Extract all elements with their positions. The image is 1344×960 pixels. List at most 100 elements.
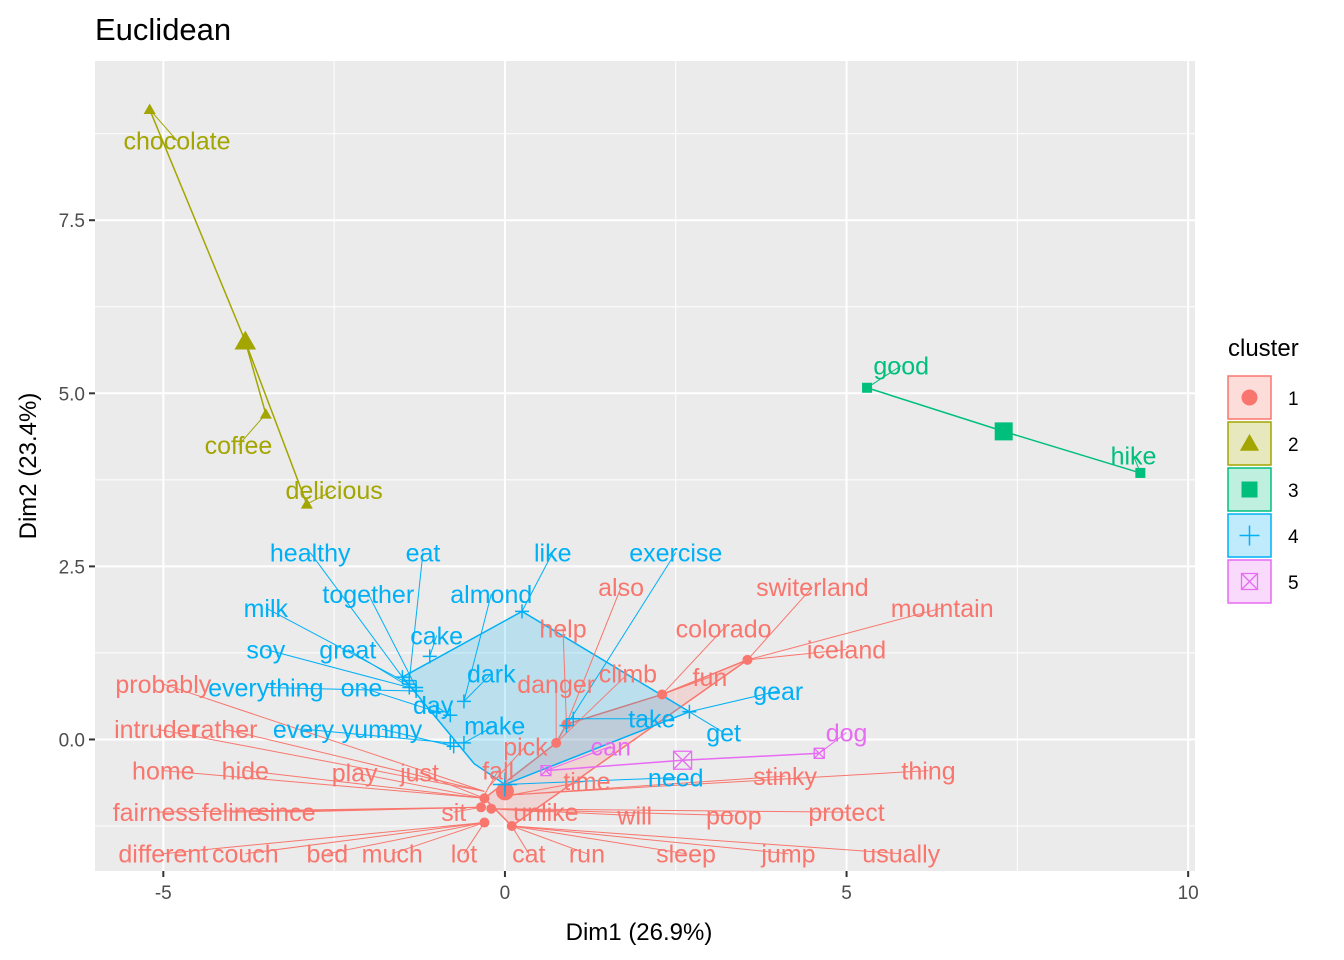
data-points	[143, 103, 1146, 831]
point-label: cake	[410, 623, 463, 651]
point-label: dog	[826, 720, 868, 748]
point-marker	[443, 735, 458, 750]
point-marker	[682, 704, 697, 719]
point-label: fun	[693, 664, 728, 692]
label-connector	[545, 745, 612, 772]
point-label: day	[413, 692, 454, 720]
point-label: healthy	[270, 540, 351, 568]
point-label: play	[332, 760, 378, 788]
label-connector	[562, 628, 567, 725]
cluster-3-center	[994, 422, 1013, 441]
point-label: stinky	[753, 763, 817, 791]
point-label: take	[628, 706, 675, 734]
x-tick-label: -5	[155, 883, 172, 904]
point-label: chocolate	[123, 128, 230, 156]
label-connector	[265, 607, 410, 685]
point-label: coffee	[205, 432, 273, 460]
point-marker	[540, 764, 552, 777]
point-marker	[456, 694, 471, 709]
label-connector	[245, 770, 485, 799]
point-marker	[409, 684, 424, 698]
y-axis-title: Dim2 (23.4%)	[15, 393, 42, 540]
label-connector	[361, 687, 437, 713]
point-marker	[862, 382, 873, 393]
point-label: usually	[862, 841, 940, 869]
label-connector	[303, 728, 451, 744]
legend-square-x-icon	[1240, 572, 1259, 591]
point-label: also	[598, 574, 644, 602]
label-connector	[521, 552, 554, 612]
point-label: colorado	[676, 616, 772, 644]
label-connector	[511, 825, 687, 855]
point-label: everything	[208, 675, 323, 703]
point-labels: also switerland mountain help colorado icelan…	[113, 128, 1157, 869]
point-label: intruder	[114, 716, 199, 744]
point-label: feline	[202, 799, 262, 827]
point-marker	[566, 711, 581, 726]
point-marker	[402, 680, 417, 695]
label-connector	[163, 770, 485, 799]
y-tick-label: 0.0	[59, 730, 85, 751]
point-label: thing	[901, 758, 955, 786]
label-connector	[484, 770, 499, 796]
point-marker	[456, 735, 471, 750]
cluster-3-ray	[1003, 430, 1141, 474]
cluster-2-ray	[244, 341, 267, 415]
label-connector	[327, 822, 485, 855]
point-label: just	[399, 760, 439, 788]
point-label: need	[648, 765, 704, 793]
legend-label: 1	[1288, 389, 1299, 410]
point-label: poop	[706, 803, 762, 831]
label-connector	[511, 825, 530, 854]
label-connector	[511, 825, 902, 855]
label-connector	[661, 676, 711, 695]
point-label: fairness	[113, 799, 201, 827]
point-label: can	[591, 733, 631, 761]
label-connector	[408, 552, 424, 681]
point-label: couch	[212, 841, 279, 869]
point-label: good	[873, 353, 929, 381]
label-connector	[463, 822, 485, 854]
legend: cluster 1 2 3 4 5	[1227, 335, 1299, 604]
label-connector	[163, 822, 485, 855]
cluster-4-center	[492, 772, 517, 797]
point-marker	[551, 737, 562, 748]
point-marker	[300, 498, 313, 509]
point-label: since	[257, 799, 315, 827]
y-tick-label: 2.5	[59, 557, 85, 578]
label-connector	[306, 489, 335, 505]
cluster-2-center	[234, 330, 257, 350]
point-label: climb	[599, 661, 657, 689]
label-connector	[238, 413, 267, 446]
legend-label: 5	[1288, 573, 1299, 594]
x-tick-label: 0	[500, 883, 511, 904]
label-connector	[565, 586, 622, 725]
point-marker	[476, 802, 487, 813]
label-connector	[245, 822, 485, 855]
point-label: lot	[451, 841, 477, 869]
label-connector	[367, 593, 417, 688]
cluster-5-center	[672, 750, 693, 770]
point-label: hike	[1111, 443, 1157, 471]
label-segments	[149, 109, 1141, 855]
label-connector	[866, 365, 902, 389]
point-label: soy	[246, 636, 285, 664]
point-label: exercise	[629, 540, 722, 568]
point-label: iceland	[807, 636, 886, 664]
point-marker	[479, 793, 490, 804]
label-connector	[392, 822, 485, 855]
point-label: together	[322, 581, 414, 609]
legend-circle-icon	[1241, 389, 1258, 406]
point-label: sleep	[656, 841, 716, 869]
cluster-star-lines	[148, 109, 1141, 772]
point-label: help	[539, 616, 586, 644]
point-label: time	[563, 768, 610, 796]
point-label: run	[569, 841, 605, 869]
point-label: sit	[441, 799, 466, 827]
point-marker	[559, 718, 574, 733]
point-marker	[259, 408, 272, 419]
label-connector	[511, 770, 929, 796]
point-label: milk	[244, 595, 289, 623]
label-connector	[511, 825, 789, 855]
